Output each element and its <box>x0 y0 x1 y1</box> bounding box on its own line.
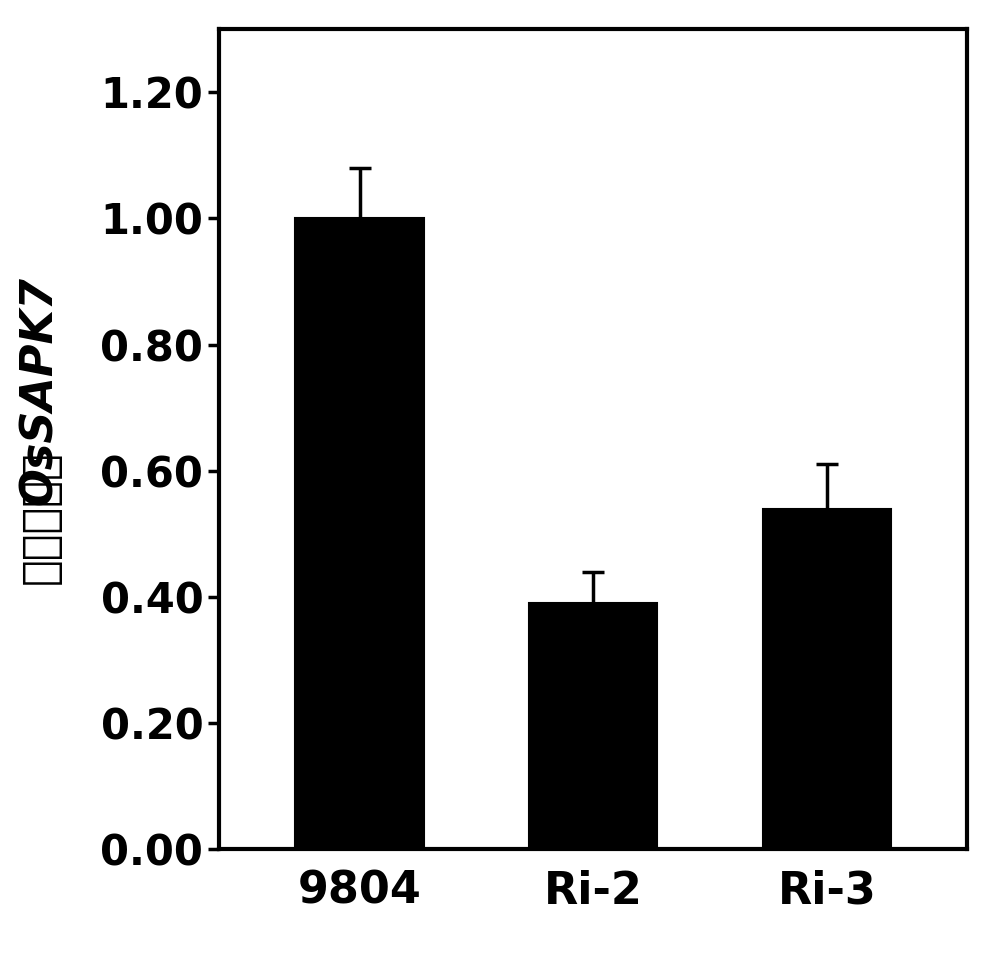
Bar <box>763 508 891 849</box>
Text: OsSAPK7: OsSAPK7 <box>18 276 62 505</box>
Text: 相对表达量: 相对表达量 <box>18 450 62 585</box>
Bar <box>529 603 657 849</box>
Bar <box>295 219 424 849</box>
